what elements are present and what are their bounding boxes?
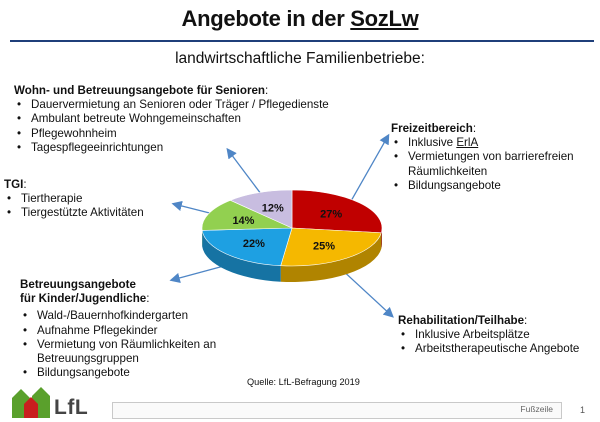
pie-side-children [202, 230, 281, 282]
list-item: Ambulant betreute Wohngemeinschaften [14, 112, 394, 126]
pie-side-rehab [280, 232, 382, 282]
rehab-heading: Rehabilitation/Teilhabe: [398, 314, 528, 327]
lfl-logo-text: LfL [54, 396, 89, 419]
lfl-logo-icon [12, 387, 50, 418]
list-item: Vermietung von Räumlichkeiten an Betreuu… [20, 338, 270, 366]
seniors-heading: Wohn- und Betreuungsangebote für Seniore… [14, 84, 269, 97]
pie-slice-tgi [201, 199, 293, 231]
list-item: Tiergestützte Aktivitäten [4, 206, 184, 220]
pie-slice-leisure [291, 189, 383, 234]
footer-text: Fußzeile [520, 404, 553, 414]
leisure-block: Freizeitbereich: Inklusive ErlA Vermietu… [391, 122, 591, 193]
pie-label-seniors: 12% [262, 203, 284, 215]
rehab-block: Rehabilitation/Teilhabe: Inklusive Arbei… [398, 314, 588, 357]
list-item: Arbeitstherapeutische Angebote [398, 342, 588, 356]
tgi-list: Tiertherapie Tiergestützte Aktivitäten [4, 192, 184, 221]
list-item: Pflegewohnheim [14, 127, 394, 141]
list-item: Inklusive Arbeitsplätze [398, 328, 588, 342]
tgi-block: TGI: Tiertherapie Tiergestützte Aktivitä… [4, 178, 184, 221]
page-title: Angebote in der SozLw [181, 6, 419, 31]
tgi-heading: TGI: [4, 178, 27, 191]
pie-slice-seniors [229, 189, 293, 229]
list-item: Bildungsangebote [20, 366, 270, 380]
pie-label-leisure: 27% [320, 208, 342, 220]
list-item: Wald-/Bauernhofkindergarten [20, 309, 270, 323]
arrow-seniors [226, 147, 266, 200]
children-block: Betreuungsangebote für Kinder/Jugendliche… [20, 278, 270, 381]
leisure-list: Inklusive ErlA Vermietungen von barriere… [391, 136, 591, 193]
list-item: Vermietungen von barrierefreien Räumlich… [391, 150, 591, 178]
list-item: Bildungsangebote [391, 179, 591, 193]
seniors-list: Dauervermietung an Senioren oder Träger … [14, 98, 394, 155]
list-item: Aufnahme Pflegekinder [20, 324, 270, 338]
pie-label-children: 22% [243, 238, 265, 250]
list-item: Inklusive ErlA [391, 136, 591, 150]
footer-bar: Fußzeile [112, 402, 562, 419]
pie-label-rehab: 25% [313, 240, 335, 252]
leisure-heading: Freizeitbereich: [391, 122, 477, 135]
pie-slice-rehab [280, 227, 382, 267]
list-item: Tagespflegeeinrichtungen [14, 141, 394, 155]
children-heading: Betreuungsangebote für Kinder/Jugendliche… [20, 278, 150, 306]
pie-slice-children [201, 227, 293, 267]
list-item: Tiertherapie [4, 192, 184, 206]
page-number: 1 [580, 405, 586, 415]
title-divider [10, 40, 594, 42]
source-note: Quelle: LfL-Befragung 2019 [247, 377, 360, 387]
rehab-list: Inklusive Arbeitsplätze Arbeitstherapeut… [398, 328, 588, 357]
seniors-block: Wohn- und Betreuungsangebote für Seniore… [14, 84, 394, 155]
children-list: Wald-/Bauernhofkindergarten Aufnahme Pfl… [20, 309, 270, 380]
list-item: Dauervermietung an Senioren oder Träger … [14, 98, 394, 112]
pie-label-tgi: 14% [232, 215, 254, 227]
subtitle: landwirtschaftliche Familienbetriebe: [175, 50, 425, 67]
arrow-leisure [346, 133, 390, 208]
